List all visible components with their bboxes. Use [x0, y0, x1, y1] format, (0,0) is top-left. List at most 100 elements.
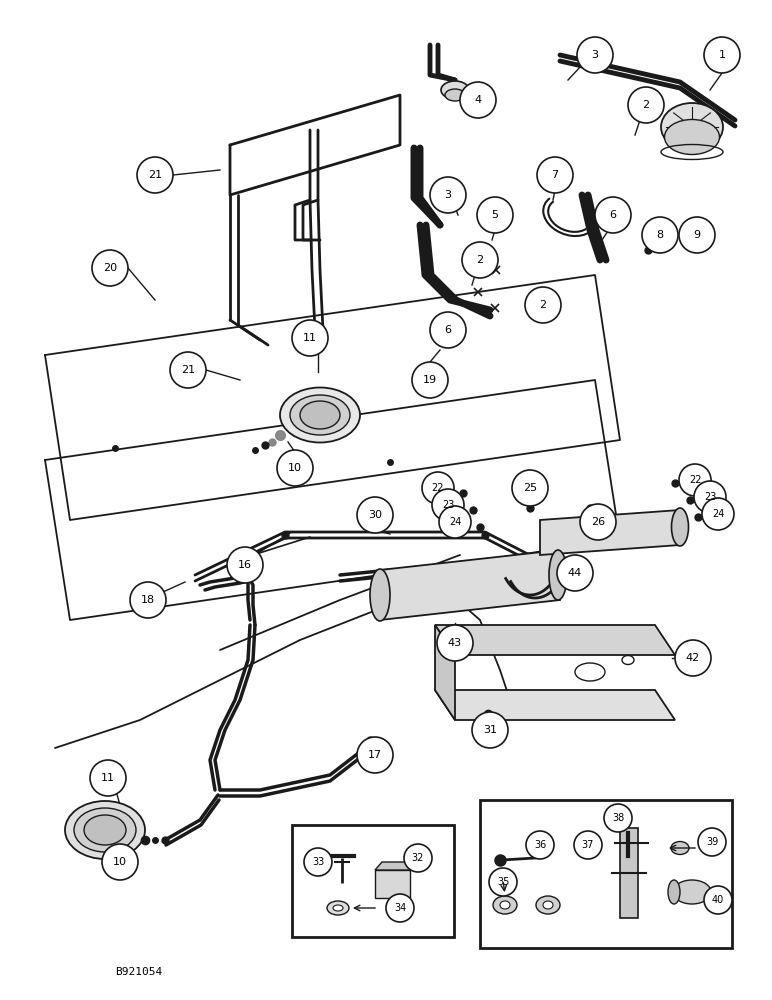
Circle shape [422, 472, 454, 504]
Text: B921054: B921054 [115, 967, 162, 977]
Text: 8: 8 [656, 230, 664, 240]
Bar [480, 800, 732, 948]
Circle shape [526, 831, 554, 859]
Text: 11: 11 [101, 773, 115, 783]
Polygon shape [540, 510, 680, 555]
Circle shape [698, 828, 726, 856]
Text: 37: 37 [582, 840, 594, 850]
Circle shape [439, 506, 471, 538]
Ellipse shape [370, 569, 390, 621]
Ellipse shape [668, 880, 680, 904]
Polygon shape [435, 690, 675, 720]
Text: 38: 38 [612, 813, 624, 823]
Polygon shape [435, 625, 455, 720]
Circle shape [130, 582, 166, 618]
Polygon shape [380, 550, 560, 620]
Text: 31: 31 [483, 725, 497, 735]
Ellipse shape [84, 815, 126, 845]
Ellipse shape [280, 387, 360, 442]
Ellipse shape [333, 905, 343, 911]
Text: 10: 10 [288, 463, 302, 473]
Text: 39: 39 [706, 837, 718, 847]
Text: 22: 22 [689, 475, 701, 485]
Text: 35: 35 [497, 877, 510, 887]
Text: 1: 1 [719, 50, 726, 60]
Circle shape [489, 868, 517, 896]
Text: 5: 5 [492, 210, 499, 220]
Text: 23: 23 [442, 500, 454, 510]
Circle shape [92, 250, 128, 286]
Circle shape [675, 640, 711, 676]
Bar [292, 825, 454, 937]
Circle shape [432, 489, 464, 521]
Circle shape [628, 87, 664, 123]
Ellipse shape [493, 896, 517, 914]
Text: 2: 2 [540, 300, 547, 310]
Ellipse shape [672, 508, 689, 546]
Circle shape [227, 547, 263, 583]
Circle shape [595, 197, 631, 233]
Circle shape [90, 760, 126, 796]
Ellipse shape [65, 801, 145, 859]
Circle shape [357, 497, 393, 533]
Text: 3: 3 [591, 50, 598, 60]
Text: 24: 24 [712, 509, 724, 519]
Circle shape [102, 844, 138, 880]
Text: 2: 2 [642, 100, 649, 110]
Text: 17: 17 [368, 750, 382, 760]
Circle shape [412, 362, 448, 398]
Text: 44: 44 [568, 568, 582, 578]
Ellipse shape [536, 896, 560, 914]
Circle shape [580, 504, 616, 540]
Text: 9: 9 [693, 230, 700, 240]
Circle shape [462, 242, 498, 278]
Circle shape [525, 287, 561, 323]
Ellipse shape [661, 103, 723, 151]
Ellipse shape [549, 550, 567, 600]
Text: 6: 6 [445, 325, 452, 335]
Text: 24: 24 [449, 517, 461, 527]
Circle shape [537, 157, 573, 193]
Circle shape [170, 352, 206, 388]
Circle shape [357, 737, 393, 773]
Ellipse shape [671, 842, 689, 854]
Ellipse shape [441, 81, 469, 99]
Text: 26: 26 [591, 517, 605, 527]
Text: 21: 21 [181, 365, 195, 375]
Ellipse shape [665, 119, 720, 154]
Ellipse shape [300, 401, 340, 429]
Circle shape [292, 320, 328, 356]
Circle shape [604, 804, 632, 832]
Text: 36: 36 [534, 840, 546, 850]
Text: 2: 2 [476, 255, 483, 265]
Circle shape [437, 625, 473, 661]
Text: 22: 22 [432, 483, 444, 493]
Text: 16: 16 [238, 560, 252, 570]
Text: 34: 34 [394, 903, 406, 913]
Circle shape [512, 470, 548, 506]
Circle shape [679, 464, 711, 496]
Text: 42: 42 [686, 653, 700, 663]
Circle shape [574, 831, 602, 859]
Text: 19: 19 [423, 375, 437, 385]
Text: 40: 40 [712, 895, 724, 905]
Circle shape [137, 157, 173, 193]
Text: 6: 6 [610, 210, 617, 220]
Circle shape [702, 498, 734, 530]
Circle shape [704, 37, 740, 73]
Circle shape [472, 712, 508, 748]
Ellipse shape [673, 880, 711, 904]
Ellipse shape [543, 901, 553, 909]
Text: 43: 43 [448, 638, 462, 648]
Ellipse shape [445, 89, 465, 101]
Text: 25: 25 [523, 483, 537, 493]
Circle shape [642, 217, 678, 253]
Text: 4: 4 [475, 95, 482, 105]
Ellipse shape [290, 395, 350, 435]
Circle shape [430, 312, 466, 348]
Circle shape [477, 197, 513, 233]
Circle shape [577, 37, 613, 73]
Circle shape [430, 177, 466, 213]
Text: 30: 30 [368, 510, 382, 520]
Polygon shape [375, 862, 417, 870]
